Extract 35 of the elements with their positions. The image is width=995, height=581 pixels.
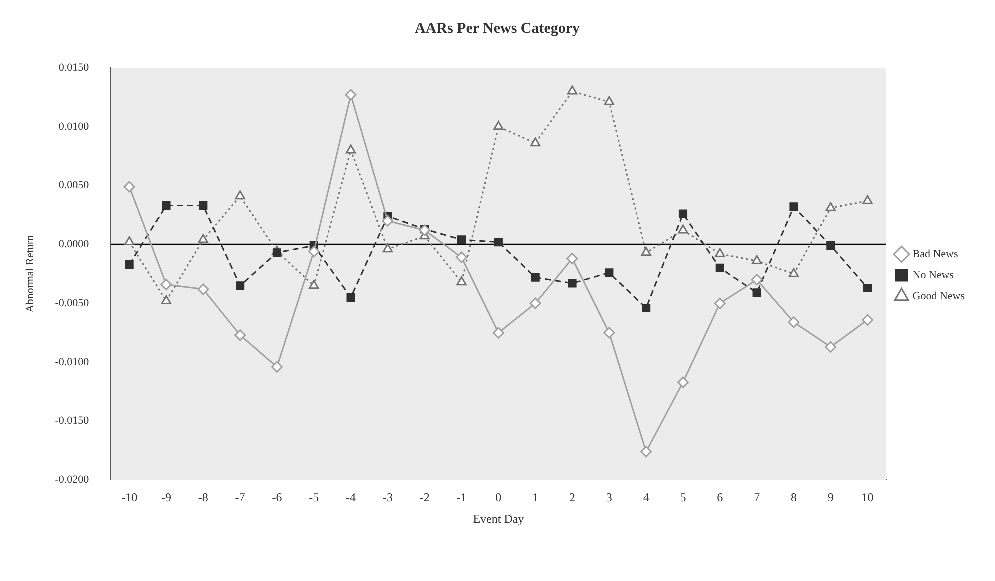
x-tick-label: -9: [161, 490, 172, 505]
x-tick-label: -3: [382, 490, 393, 505]
x-tick-label: -2: [420, 490, 430, 505]
x-axis-title: Event Day: [473, 512, 524, 526]
x-tick-label: -5: [309, 490, 320, 505]
x-tick-label: -6: [272, 490, 282, 505]
legend-label: No News: [912, 269, 954, 282]
y-tick-label: -0.0050: [55, 297, 90, 310]
y-tick-label: 0.0100: [58, 120, 90, 133]
x-tick-label: 6: [717, 490, 724, 505]
x-tick-label: 8: [790, 490, 797, 505]
x-tick-label: 1: [532, 490, 539, 505]
y-tick-label: 0.0150: [58, 62, 90, 74]
y-tick-label: -0.0200: [55, 474, 90, 486]
x-tick-label: 4: [643, 490, 650, 505]
x-tick-label: 7: [754, 490, 760, 505]
x-tick-label: 9: [828, 490, 834, 505]
x-tick-label: 5: [680, 490, 686, 505]
y-axis-title: Abnormal Return: [24, 234, 36, 313]
x-tick-label: -1: [456, 490, 467, 505]
x-tick-label: 3: [606, 490, 612, 505]
chart-title: AARs Per News Category: [414, 20, 581, 37]
y-tick-label: 0.0000: [58, 238, 90, 251]
x-tick-label: 10: [862, 490, 874, 505]
x-tick-label: 2: [570, 490, 576, 505]
x-tick-label: 0: [496, 490, 502, 505]
legend-label: Bad News: [912, 248, 958, 260]
legend-label: Good News: [912, 290, 966, 302]
y-tick-label: -0.0150: [55, 415, 90, 428]
x-tick-label: -4: [346, 490, 356, 505]
x-tick-label: -7: [235, 490, 246, 505]
y-tick-label: 0.0050: [58, 180, 90, 192]
x-tick-label: -10: [122, 490, 138, 505]
x-tick-label: -8: [198, 490, 208, 505]
y-tick-label: -0.0100: [55, 356, 90, 368]
